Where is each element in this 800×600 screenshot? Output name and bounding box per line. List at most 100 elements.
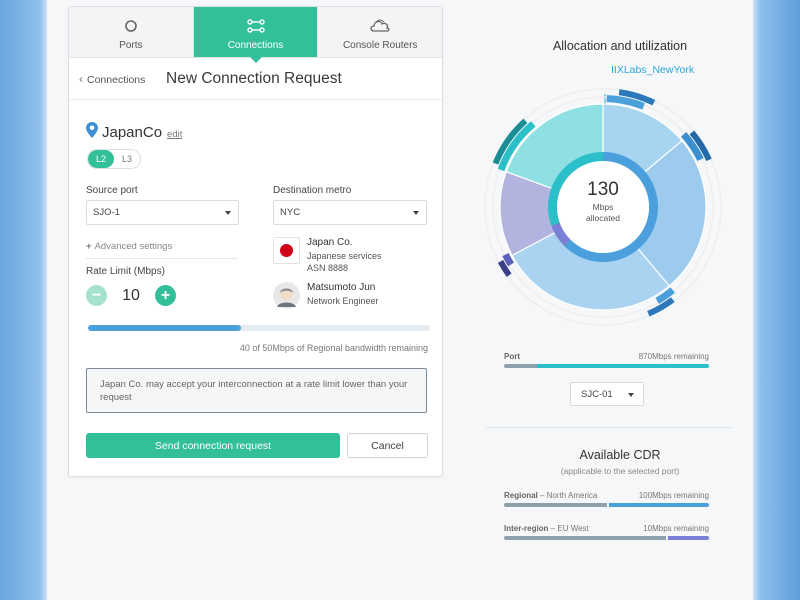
caret-down-icon [413, 211, 419, 215]
center-unit: Mbps [593, 202, 614, 212]
tab-connections[interactable]: Connections [192, 7, 318, 63]
source-port-label: Source port [86, 185, 138, 196]
edit-link[interactable]: edit [167, 128, 183, 140]
port-utilization: Port 870Mbps remaining [504, 352, 709, 368]
advanced-settings-link[interactable]: + Advanced settings [86, 241, 238, 259]
port-bar-used [504, 364, 537, 368]
port-bar-label: Port [504, 352, 520, 361]
destination-metro-select[interactable]: NYC [273, 200, 427, 225]
decrement-button[interactable]: − [86, 285, 107, 306]
contact-person-name: Matsumoto Jun [307, 282, 376, 293]
contact-company-asn: ASN 8888 [307, 263, 349, 273]
outer-arc [502, 253, 514, 267]
chevron-left-icon: ‹ [79, 71, 83, 86]
outer-arc [492, 118, 528, 165]
increment-button[interactable]: + [155, 285, 176, 306]
inner-ring-slice [548, 152, 603, 226]
contact-company-name: Japan Co. [307, 237, 353, 248]
inner-ring-slice [551, 222, 571, 246]
port-bar-track [504, 364, 709, 368]
outer-arc [618, 89, 656, 106]
cloud-router-icon [369, 15, 391, 37]
bandwidth-progress-bar [88, 325, 430, 331]
cdr-inter-region-available [667, 536, 709, 540]
cdr-regional-available [608, 503, 709, 507]
layer-option-l3[interactable]: L3 [121, 154, 132, 164]
cdr-regional-track [504, 503, 709, 507]
highlight-label: IIXLabs_NewYork [611, 64, 695, 76]
port-bar-available [536, 364, 709, 368]
center-caption: allocated [586, 213, 620, 223]
port-select[interactable]: SJC-01 [570, 382, 644, 406]
outer-arc [689, 130, 712, 162]
tab-console-routers[interactable]: Console Routers [317, 7, 442, 57]
company-contact: Japan Co. Japanese services ASN 8888 [273, 237, 382, 274]
cdr-inter-region-remaining: 10Mbps remaining [643, 524, 709, 533]
caret-down-icon [628, 393, 634, 397]
cdr-inter-region-name: Inter-region [504, 524, 549, 533]
avatar [273, 282, 300, 309]
cdr-regional-name: Regional [504, 491, 538, 500]
outer-arc [606, 95, 645, 110]
tab-bar: Ports Connections Console Routers [69, 7, 442, 63]
contact-person-title: Network Engineer [307, 296, 379, 306]
inner-ring-slice [564, 152, 658, 262]
tab-label: Ports [119, 40, 143, 51]
connection-request-card: Ports Connections Console Routers ‹ Conne… [68, 6, 443, 477]
outer-guide-ring [492, 96, 714, 318]
connections-icon [246, 15, 265, 37]
company-heading: JapanCo edit [86, 122, 182, 143]
cdr-title: Available CDR [579, 448, 661, 462]
cdr-inter-region-used [504, 536, 666, 540]
tab-ports[interactable]: Ports [69, 7, 193, 57]
center-value: 130 [587, 179, 619, 200]
cdr-subtitle: (applicable to the selected port) [560, 466, 680, 476]
layer-toggle: L2 L3 [87, 149, 141, 169]
cdr-regional-remaining: 100Mbps remaining [638, 491, 709, 500]
allocation-sunburst-chart: 130 Mbps allocated [484, 88, 722, 326]
bandwidth-progress-fill [88, 325, 242, 331]
company-name: JapanCo [102, 124, 163, 141]
port-select-value: SJC-01 [581, 388, 613, 400]
cdr-inter-region: Inter-region – EU West 10Mbps remaining [504, 524, 709, 540]
back-link[interactable]: ‹ Connections [79, 72, 166, 86]
plus-icon: + [86, 241, 92, 252]
page-header: ‹ Connections New Connection Request [69, 58, 442, 100]
source-port-select[interactable]: SJO-1 [86, 200, 239, 225]
outer-arc [497, 260, 512, 277]
cdr-regional-scope: North America [546, 491, 598, 500]
layer-option-l2[interactable]: L2 [88, 150, 114, 168]
outer-guide-ring [484, 88, 722, 326]
destination-metro-label: Destination metro [273, 185, 352, 196]
cdr-inter-region-track [504, 536, 709, 540]
rate-limit-label: Rate Limit (Mbps) [86, 266, 165, 277]
send-request-button[interactable]: Send connection request [86, 433, 340, 458]
destination-metro-value: NYC [280, 207, 301, 218]
port-bar-remaining: 870Mbps remaining [638, 352, 709, 361]
page-title: New Connection Request [166, 69, 342, 87]
cdr-inter-region-scope: EU West [557, 524, 589, 533]
outer-arc [647, 297, 675, 317]
center-hole [557, 161, 649, 253]
rate-limit-value[interactable]: 10 [122, 286, 140, 304]
circle-icon [124, 15, 138, 37]
cancel-button[interactable]: Cancel [347, 433, 428, 458]
outer-arc [681, 132, 704, 161]
tab-label: Console Routers [342, 40, 418, 51]
app-window: Ports Connections Console Routers ‹ Conne… [47, 0, 753, 600]
divider [486, 427, 732, 428]
allocation-title: Allocation and utilization [552, 39, 688, 53]
tab-label: Connections [227, 40, 284, 51]
back-label: Connections [87, 73, 146, 86]
outer-arc [497, 121, 536, 172]
bandwidth-remaining-text: 40 of 50Mbps of Regional bandwidth remai… [239, 343, 428, 353]
person-contact: Matsumoto Jun Network Engineer [273, 282, 379, 309]
map-pin-icon [86, 122, 98, 143]
advanced-settings-label: Advanced settings [94, 241, 173, 252]
rate-limit-note: Japan Co. may accept your interconnectio… [86, 368, 427, 413]
contact-company-desc: Japanese services [307, 251, 382, 261]
cdr-regional: Regional – North America 100Mbps remaini… [504, 491, 709, 507]
rate-limit-stepper: − 10 + [86, 285, 176, 306]
caret-down-icon [225, 211, 231, 215]
japan-flag-icon [273, 237, 300, 264]
